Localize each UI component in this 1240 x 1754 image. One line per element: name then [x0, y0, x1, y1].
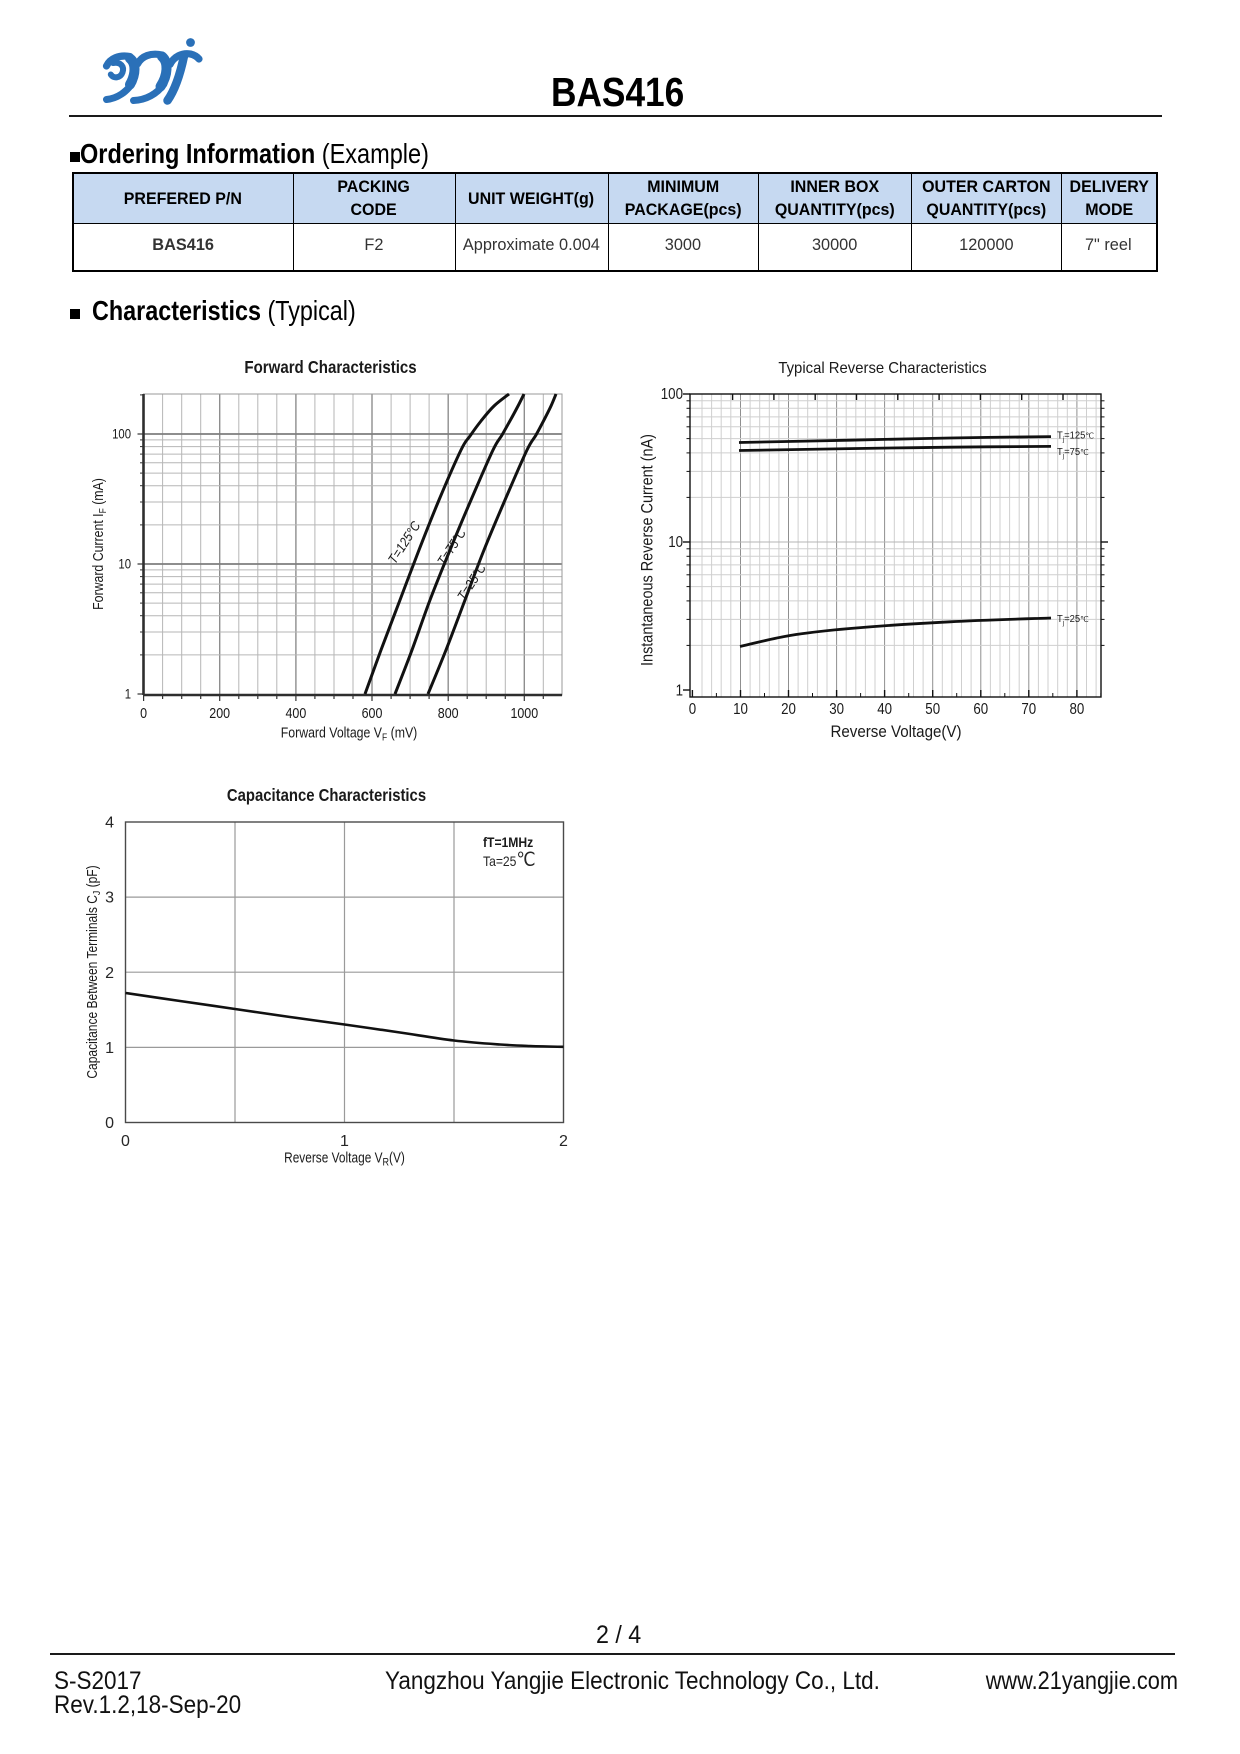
svg-text:Tj=75℃: Tj=75℃	[1057, 447, 1089, 461]
svg-text:80: 80	[1069, 701, 1084, 718]
svg-text:50: 50	[925, 701, 940, 718]
svg-text:Instantaneous Reverse Current: Instantaneous Reverse Current (nA)	[638, 434, 656, 666]
svg-text:Forward Characteristics: Forward Characteristics	[244, 358, 416, 377]
svg-text:100: 100	[661, 386, 683, 403]
svg-text:Ta=25℃: Ta=25℃	[483, 849, 536, 870]
svg-text:10: 10	[668, 534, 683, 551]
svg-text:400: 400	[285, 705, 306, 721]
svg-text:0: 0	[689, 701, 696, 718]
svg-text:Forward Current IF (mA): Forward Current IF (mA)	[90, 478, 108, 610]
svg-text:100: 100	[112, 427, 131, 442]
svg-text:70: 70	[1021, 701, 1036, 718]
svg-text:2: 2	[105, 965, 114, 982]
svg-text:Tj=25℃: Tj=25℃	[1057, 614, 1089, 628]
svg-text:fT=1MHz: fT=1MHz	[483, 834, 533, 850]
svg-text:T=75°C: T=75°C	[434, 525, 470, 568]
svg-text:2: 2	[559, 1133, 568, 1150]
svg-text:4: 4	[105, 815, 114, 832]
svg-text:1: 1	[676, 683, 683, 700]
svg-text:200: 200	[209, 705, 230, 721]
svg-text:0: 0	[105, 1115, 114, 1132]
svg-text:10: 10	[118, 557, 131, 572]
svg-text:Tj=125℃: Tj=125℃	[1057, 430, 1094, 444]
svg-text:1: 1	[125, 687, 131, 702]
svg-text:0: 0	[140, 705, 147, 721]
svg-text:10: 10	[733, 701, 748, 718]
svg-text:1: 1	[105, 1040, 114, 1057]
svg-text:1: 1	[340, 1133, 349, 1150]
svg-text:Reverse Voltage VR(V): Reverse Voltage VR(V)	[284, 1149, 405, 1168]
svg-text:40: 40	[877, 701, 892, 718]
svg-text:Capacitance Between Terminals: Capacitance Between Terminals CJ (pF)	[84, 865, 103, 1078]
svg-text:Forward Voltage VF (mV): Forward Voltage VF (mV)	[281, 725, 418, 743]
svg-text:600: 600	[362, 705, 383, 721]
svg-text:T=25°C: T=25°C	[454, 560, 490, 603]
svg-text:20: 20	[781, 701, 796, 718]
svg-text:Capacitance Characteristics: Capacitance Characteristics	[227, 786, 426, 805]
svg-text:Typical Reverse Characteristic: Typical Reverse Characteristics	[778, 360, 987, 377]
svg-text:Reverse Voltage(V): Reverse Voltage(V)	[830, 722, 961, 741]
svg-text:800: 800	[438, 705, 459, 721]
svg-text:1000: 1000	[510, 705, 538, 721]
svg-text:0: 0	[121, 1133, 130, 1150]
svg-text:60: 60	[973, 701, 988, 718]
svg-text:30: 30	[829, 701, 844, 718]
svg-text:3: 3	[105, 890, 114, 907]
